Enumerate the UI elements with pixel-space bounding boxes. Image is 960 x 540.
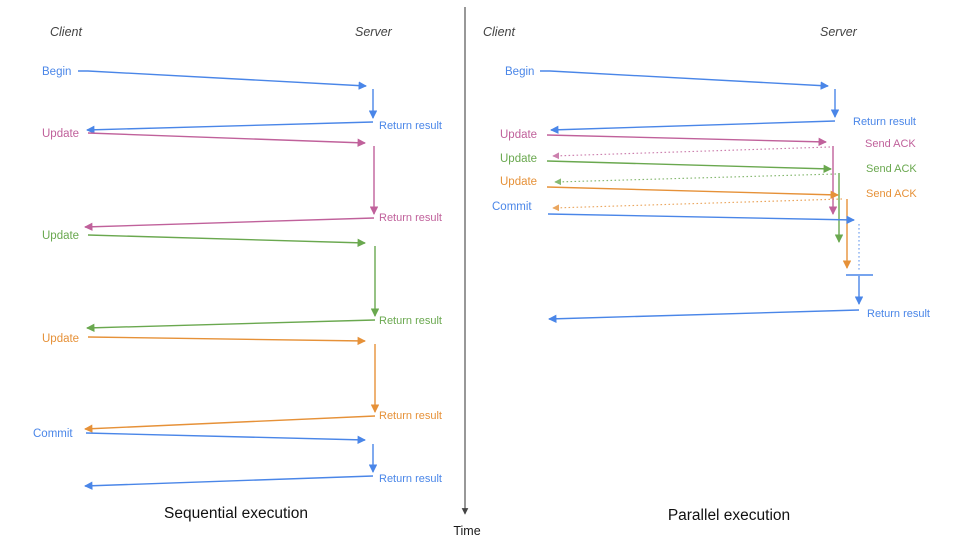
message-commit: Commit Return result bbox=[33, 428, 442, 490]
message-label: Commit bbox=[492, 201, 532, 213]
response-arrow bbox=[86, 319, 376, 332]
response-arrow bbox=[86, 121, 374, 134]
response-arrow bbox=[84, 415, 376, 433]
message-label: Begin bbox=[42, 66, 71, 78]
response-arrow bbox=[84, 475, 374, 490]
message-label: Commit bbox=[33, 428, 73, 440]
response-label: Return result bbox=[379, 473, 442, 485]
request-arrow bbox=[87, 336, 366, 346]
message-label: Update bbox=[500, 153, 537, 165]
response-label: Return result bbox=[379, 315, 442, 327]
response-label: Return result bbox=[867, 308, 930, 320]
server-lane-header: Server bbox=[355, 25, 393, 39]
client-lane-header: Client bbox=[50, 25, 82, 39]
time-axis: Time bbox=[453, 7, 481, 538]
client-lane-header: Client bbox=[483, 25, 515, 39]
message-update-1: Update Send ACK bbox=[500, 129, 916, 215]
panel-caption: Sequential execution bbox=[164, 505, 308, 522]
request-arrow bbox=[540, 70, 829, 90]
request-arrow bbox=[78, 70, 367, 90]
sequential-panel: Client Server Begin Return result Update… bbox=[33, 25, 442, 522]
message-label: Update bbox=[42, 230, 79, 242]
message-label: Update bbox=[500, 176, 537, 188]
message-label: Update bbox=[42, 333, 79, 345]
message-begin: Begin Return result bbox=[42, 66, 442, 134]
request-arrow bbox=[87, 234, 366, 247]
message-update-2: Update Send ACK bbox=[500, 153, 917, 243]
response-label: Return result bbox=[379, 212, 442, 224]
response-label: Return result bbox=[379, 120, 442, 132]
request-arrow bbox=[85, 432, 366, 445]
message-label: Update bbox=[42, 128, 79, 140]
message-update-3: Update Return result bbox=[42, 333, 442, 433]
request-arrow bbox=[546, 134, 827, 147]
message-begin: Begin Return result bbox=[505, 66, 916, 134]
response-arrow bbox=[550, 120, 836, 134]
message-commit: Commit Return result bbox=[492, 201, 930, 323]
message-update-1: Update Return result bbox=[42, 128, 442, 231]
response-label: Send ACK bbox=[865, 138, 916, 150]
ack-arrow bbox=[552, 146, 831, 160]
ack-arrow bbox=[554, 173, 837, 186]
request-arrow bbox=[87, 132, 366, 147]
message-label: Update bbox=[500, 129, 537, 141]
response-label: Return result bbox=[379, 410, 442, 422]
parallel-panel: Client Server Begin Return result Update… bbox=[483, 25, 930, 524]
request-arrow bbox=[547, 213, 855, 225]
ack-arrow bbox=[552, 198, 843, 212]
server-lane-header: Server bbox=[820, 25, 858, 39]
request-arrow bbox=[546, 160, 832, 173]
message-update-2: Update Return result bbox=[42, 230, 442, 332]
response-label: Send ACK bbox=[866, 163, 917, 175]
response-arrow bbox=[548, 309, 860, 323]
response-label: Return result bbox=[853, 116, 916, 128]
message-update-3: Update Send ACK bbox=[500, 176, 917, 269]
message-label: Begin bbox=[505, 66, 534, 78]
response-arrow bbox=[84, 217, 375, 231]
request-arrow bbox=[546, 186, 839, 199]
panel-caption: Parallel execution bbox=[668, 507, 790, 524]
time-axis-label: Time bbox=[453, 524, 480, 538]
response-label: Send ACK bbox=[866, 188, 917, 200]
